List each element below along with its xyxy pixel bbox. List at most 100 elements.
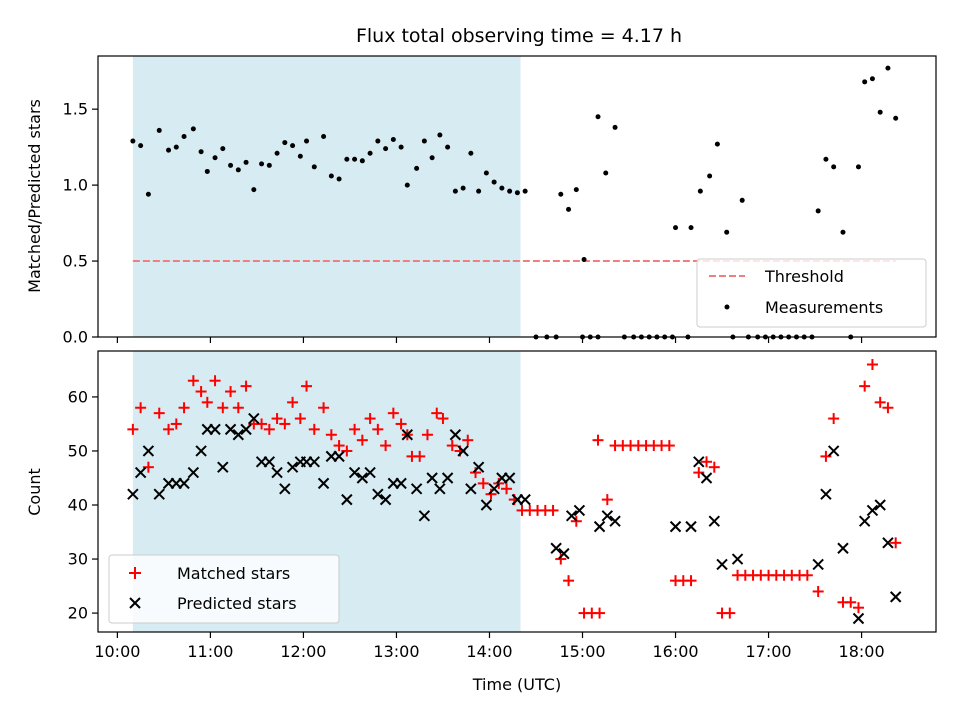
measurement-point — [429, 155, 435, 161]
predicted-stars-point — [395, 477, 407, 490]
measurement-point — [282, 140, 288, 146]
measurement-point — [404, 182, 410, 188]
matched-stars-point — [701, 456, 713, 468]
predicted-stars-point — [279, 483, 291, 495]
predicted-stars-point — [379, 493, 392, 506]
measurement-point — [204, 168, 210, 174]
xtick-label: 14:00 — [466, 642, 512, 661]
bot-ytick-label: 50 — [68, 441, 88, 460]
legend-threshold-label: Threshold — [764, 267, 844, 286]
predicted-stars-point — [457, 445, 469, 457]
measurement-point — [259, 161, 265, 167]
measurement-point — [156, 127, 162, 133]
predicted-stars-point — [286, 461, 299, 473]
bottom-legend-box — [108, 554, 340, 624]
measurement-point — [460, 185, 466, 191]
matched-stars-point — [563, 575, 575, 587]
legend-matched-swatch — [129, 567, 141, 579]
matched-stars-point — [446, 440, 458, 452]
measurement-point — [468, 150, 474, 156]
measurement-point — [893, 115, 899, 121]
matched-stars-point — [820, 450, 832, 462]
measurement-point — [612, 124, 618, 130]
matched-stars-point — [271, 413, 283, 425]
measurement-point — [266, 162, 272, 168]
matched-stars-point — [187, 375, 199, 387]
matched-stars-point — [308, 423, 320, 435]
matched-stars-point — [380, 440, 392, 452]
measurement-point — [831, 164, 837, 170]
matched-stars-point — [209, 375, 221, 387]
observing-window-shade — [132, 56, 521, 337]
matched-stars-point — [477, 477, 489, 489]
predicted-stars-point — [232, 429, 245, 441]
matched-stars-point — [845, 596, 857, 608]
matched-stars-point — [601, 494, 613, 506]
predicted-stars-point — [812, 558, 824, 571]
matched-stars-point — [294, 413, 306, 425]
predicted-stars-point — [565, 510, 578, 522]
measurement-point — [398, 144, 404, 150]
measurement-point — [352, 156, 358, 162]
predicted-stars-point — [356, 472, 369, 484]
predicted-stars-point — [685, 520, 697, 533]
measurement-point — [414, 165, 420, 171]
predicted-stars-point — [449, 429, 462, 441]
measurement-point — [707, 173, 713, 179]
matched-stars-point — [135, 402, 147, 414]
predicted-stars-point — [827, 445, 840, 457]
measurement-point — [274, 150, 280, 156]
measurement-point — [566, 206, 572, 212]
matched-stars-point — [882, 402, 894, 414]
matched-stars-point — [232, 402, 244, 414]
predicted-stars-point — [693, 456, 705, 468]
predicted-stars-point — [308, 456, 320, 468]
measurement-point — [522, 188, 528, 194]
predicted-stars-point — [217, 461, 229, 473]
predicted-stars-point — [866, 504, 879, 517]
measurement-point — [243, 159, 249, 165]
predicted-stars-point — [434, 483, 446, 495]
matched-stars-point — [431, 407, 443, 419]
matched-stars-point — [828, 413, 840, 425]
matched-stars-point — [594, 607, 606, 619]
measurement-point — [437, 132, 443, 138]
top-legend-box — [696, 258, 927, 328]
predicted-stars-point — [731, 553, 744, 565]
xtick-label: 12:00 — [280, 642, 326, 661]
measurement-point — [445, 144, 451, 150]
predicted-stars-point — [700, 472, 713, 484]
matched-stars-point — [395, 418, 407, 430]
predicted-stars-point — [558, 547, 570, 560]
predicted-stars-point — [364, 466, 376, 479]
predicted-stars-point — [503, 472, 516, 484]
predicted-stars-point — [142, 445, 155, 457]
matched-stars-point — [195, 386, 207, 398]
matched-stars-point — [859, 380, 871, 392]
top-ytick-label: 1.5 — [63, 100, 88, 119]
predicted-stars-point — [465, 483, 477, 495]
top-y-axis-label: Matched/Predicted stars — [25, 99, 44, 293]
predicted-stars-point — [852, 612, 865, 625]
predicted-stars-point — [593, 520, 606, 533]
predicted-stars-point — [333, 450, 345, 463]
predicted-stars-point — [669, 520, 682, 533]
measurement-point — [336, 176, 342, 182]
top-ytick-label: 0.5 — [63, 252, 88, 271]
matched-stars-point — [663, 440, 675, 452]
predicted-stars-point — [889, 591, 902, 603]
measurement-point — [688, 225, 694, 231]
predicted-stars-point — [716, 558, 728, 571]
xtick-label: 13:00 — [373, 642, 419, 661]
predicted-stars-point — [472, 461, 485, 473]
predicted-stars-point — [341, 493, 353, 506]
matched-stars-point — [217, 402, 229, 414]
predicted-stars-point — [858, 515, 871, 527]
matched-stars-point — [570, 515, 582, 527]
predicted-stars-point — [488, 483, 500, 495]
measurement-point — [739, 197, 745, 203]
predicted-stars-point — [519, 493, 531, 506]
measurement-point — [190, 126, 196, 132]
measurement-point — [673, 225, 679, 231]
